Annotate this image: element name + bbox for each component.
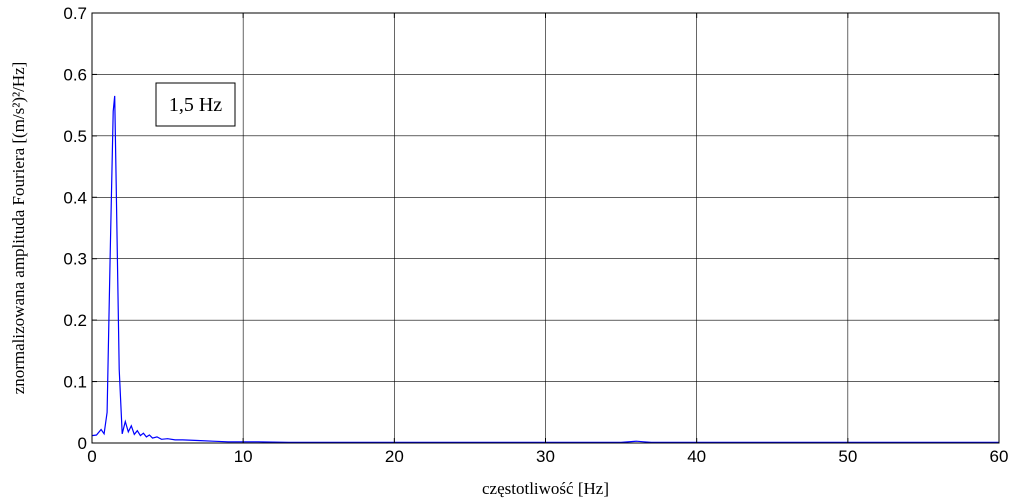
x-tick-label: 0: [87, 447, 96, 466]
grid: [92, 13, 999, 443]
annotation-label: 1,5 Hz: [169, 94, 222, 116]
x-tick-label: 30: [536, 447, 555, 466]
y-tick-label: 0.4: [63, 188, 87, 207]
y-tick-label: 0.1: [63, 373, 87, 392]
x-tick-label: 50: [838, 447, 857, 466]
x-axis-title: częstotliwość [Hz]: [482, 479, 609, 498]
x-tick-label: 60: [990, 447, 1009, 466]
y-tick-label: 0.7: [63, 4, 87, 23]
peak-annotation: 1,5 Hz: [155, 82, 236, 127]
y-tick-label: 0: [78, 434, 87, 453]
x-tick-label: 20: [385, 447, 404, 466]
y-tick-labels: 0 0.1 0.2 0.3 0.4 0.5 0.6 0.7: [63, 4, 87, 453]
annotation-box: [155, 82, 236, 127]
y-tick-label: 0.2: [63, 311, 87, 330]
x-tick-labels: 0 10 20 30 40 50 60: [87, 447, 1008, 466]
y-tick-label: 0.3: [63, 250, 87, 269]
x-tick-label: 40: [687, 447, 706, 466]
y-tick-label: 0.5: [63, 127, 87, 146]
y-axis-title: znormalizowana amplituda Fouriera [(m/s²…: [9, 62, 28, 395]
axis-ticks: [91, 12, 1000, 444]
y-tick-label: 0.6: [63, 65, 87, 84]
x-tick-label: 10: [234, 447, 253, 466]
